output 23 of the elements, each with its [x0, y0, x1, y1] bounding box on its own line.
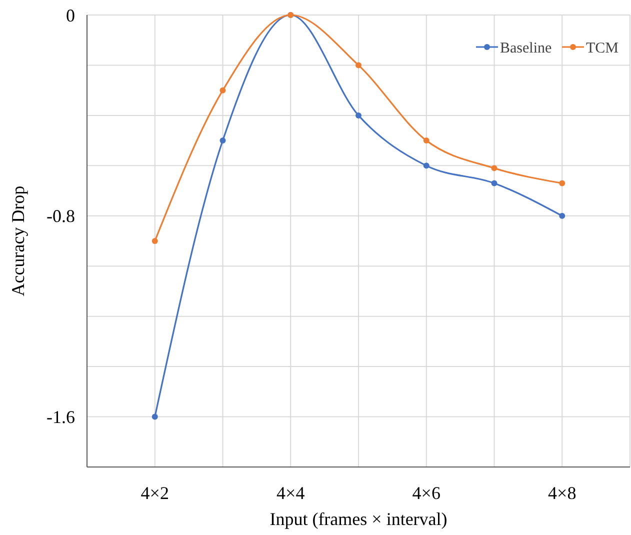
point — [152, 414, 158, 420]
point — [559, 212, 566, 219]
point — [152, 238, 158, 244]
y-tick-label: 0 — [66, 5, 75, 26]
point — [423, 162, 430, 169]
x-tick-label: 4×6 — [412, 483, 440, 503]
point — [356, 62, 362, 68]
point — [356, 112, 362, 118]
y-tick-label: -0.8 — [46, 206, 75, 226]
point — [559, 180, 566, 186]
x-axis-title: Input (frames × interval) — [270, 509, 448, 529]
x-tick-label: 4×4 — [276, 483, 305, 503]
y-tick-label: -1.6 — [46, 407, 75, 428]
point — [491, 180, 498, 186]
y-axis-title: Accuracy Drop — [8, 186, 28, 296]
point — [220, 138, 226, 144]
x-tick-label: 4×8 — [548, 483, 576, 503]
x-tick-label: 4×2 — [140, 483, 169, 503]
point — [220, 87, 226, 94]
point — [423, 138, 430, 144]
legend-label: Baseline — [500, 40, 552, 56]
legend-label: TCM — [586, 40, 619, 56]
point — [491, 165, 498, 172]
